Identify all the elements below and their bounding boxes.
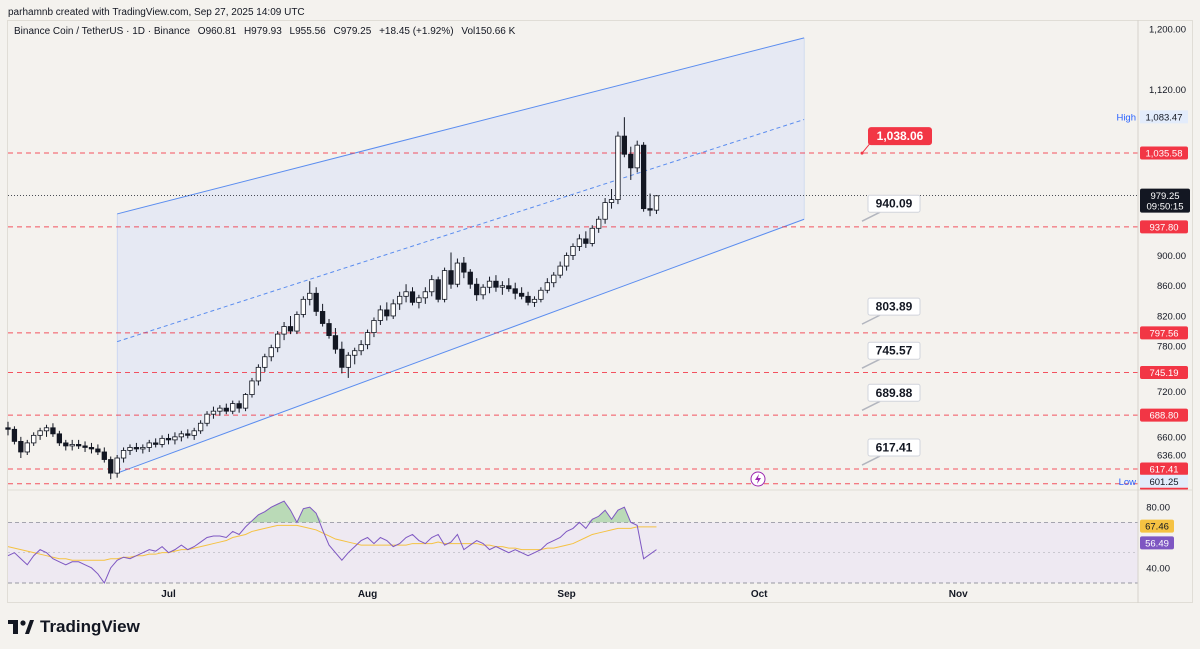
legend-volume: Vol150.66 K <box>461 26 516 37</box>
chart-frame[interactable] <box>7 20 1193 603</box>
legend-close: C979.25 <box>333 26 372 37</box>
chart-legend: Binance Coin / TetherUS · 1D · Binance O… <box>14 26 520 37</box>
tradingview-logo: TradingView <box>8 617 140 637</box>
brand-name: TradingView <box>40 617 140 636</box>
legend-open: O960.81 <box>197 26 237 37</box>
legend-change: +18.45 (+1.92%) <box>379 26 454 37</box>
legend-high: H979.93 <box>243 26 282 37</box>
attribution: parhamnb created with TradingView.com, S… <box>8 7 305 18</box>
tradingview-logo-icon <box>8 620 34 634</box>
legend-low: L955.56 <box>289 26 326 37</box>
legend-symbol[interactable]: Binance Coin / TetherUS · 1D · Binance <box>14 26 191 37</box>
